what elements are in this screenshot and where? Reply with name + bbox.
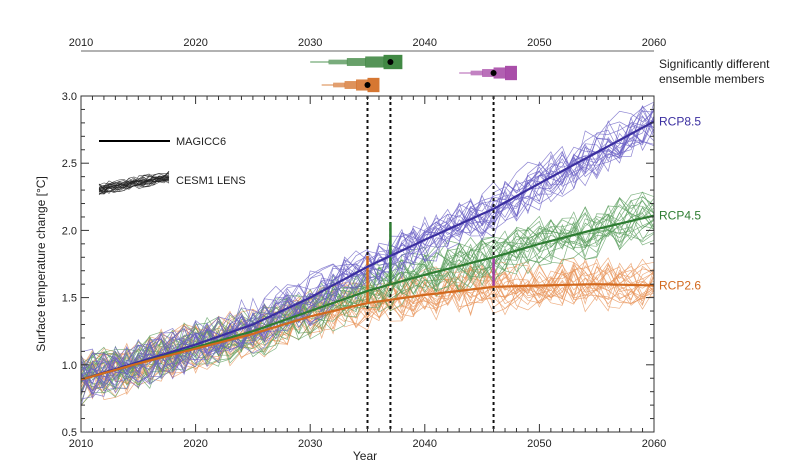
legend-cesm1-label: CESM1 LENS (176, 175, 246, 187)
boxplot-purple-segment (482, 69, 495, 77)
significance-label-line2: ensemble members (659, 72, 764, 86)
boxplot-green-segment (365, 56, 385, 68)
boxplot-orange-segment (344, 81, 357, 89)
legend-cesm1-member (98, 173, 170, 188)
boxplot-orange-segment (367, 77, 380, 93)
top-axis: 2010 2020 2030 2040 2050 2060 (69, 37, 666, 52)
x-tick-label: 2010 (69, 438, 93, 450)
mean-line-rcp85 (80, 120, 655, 381)
x-tick-label: 2040 (413, 438, 437, 450)
legend-cesm1-member (98, 172, 170, 189)
boxplot-purple-median (490, 70, 497, 76)
boxplot-purple-segment (470, 70, 483, 76)
x-tick-label: 2030 (298, 438, 322, 450)
boxplot-purple-segment (505, 65, 517, 81)
legend-magicc6-label: MAGICC6 (176, 136, 226, 148)
boxplot-orange-segment (321, 84, 334, 86)
ensemble-member-rcp26 (80, 264, 655, 376)
boxplot-green-median (387, 59, 394, 65)
series-label-rcp85: RCP8.5 (659, 115, 701, 129)
boxplot-purple-segment (459, 72, 472, 74)
legend-cesm1-lines (98, 170, 170, 196)
boxplot-orange-segment (333, 82, 346, 88)
series-label-rcp26: RCP2.6 (659, 279, 701, 293)
legend-cesm1-member (98, 177, 170, 196)
y-tick-label: 3.0 (62, 91, 77, 103)
boxplot-green-segment (346, 58, 366, 66)
axes: 2010 2020 2030 2040 2050 2060 0.5 1.0 1.5 2.0 2.5 3… (62, 91, 667, 450)
x-tick-label: 2050 (527, 438, 551, 450)
ensemble-member-rcp26 (80, 265, 655, 403)
top-axis-tick-label: 2010 (69, 37, 93, 49)
legend-cesm1-member (98, 177, 170, 191)
mean-line-rcp26 (80, 283, 655, 381)
y-tick-label: 2.5 (62, 158, 77, 170)
boxplot-green-segment (328, 59, 348, 65)
top-axis-tick-label: 2020 (183, 37, 207, 49)
y-tick-label: 0.5 (62, 427, 77, 439)
y-tick-label: 1.5 (62, 293, 77, 305)
legend: MAGICC6 CESM1 LENS (98, 136, 246, 196)
boxplot-orange-median (364, 82, 371, 88)
boxplot-green-segment (310, 61, 330, 63)
boxplot-purple-segment (493, 67, 506, 79)
boxplots (310, 54, 517, 93)
top-axis-tick-label: 2030 (298, 37, 322, 49)
x-tick-label: 2020 (183, 438, 207, 450)
x-axis-label: Year (353, 449, 377, 463)
significance-label-line1: Significantly different (659, 57, 770, 71)
y-tick-label: 1.0 (62, 360, 77, 372)
plot-area: RCP8.5 RCP4.5 RCP2.6 (80, 96, 701, 432)
top-axis-tick-label: 2060 (642, 37, 666, 49)
top-axis-tick-label: 2040 (413, 37, 437, 49)
boxplot-orange-segment (356, 79, 368, 91)
top-axis-tick-label: 2050 (527, 37, 551, 49)
series-label-rcp45: RCP4.5 (659, 209, 701, 223)
y-tick-label: 2.0 (62, 225, 77, 237)
y-axis-label: Surface temperature change [°C] (34, 176, 48, 352)
x-tick-label: 2060 (642, 438, 666, 450)
